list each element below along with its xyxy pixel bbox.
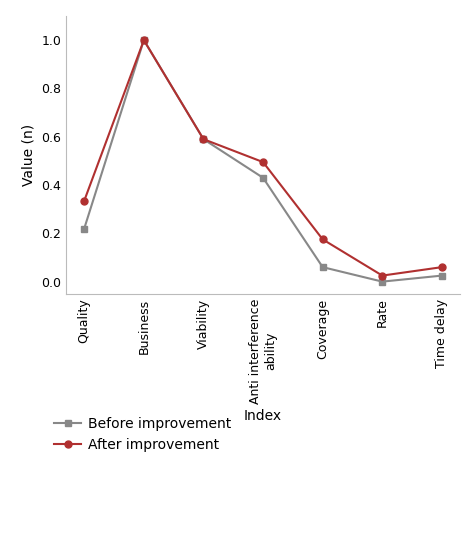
Before improvement bbox=[380, 278, 385, 285]
After improvement bbox=[320, 236, 326, 242]
Line: After improvement: After improvement bbox=[81, 37, 446, 279]
X-axis label: Index: Index bbox=[244, 410, 282, 423]
After improvement bbox=[380, 272, 385, 279]
Legend: Before improvement, After improvement: Before improvement, After improvement bbox=[54, 417, 232, 452]
Before improvement bbox=[141, 37, 146, 43]
Before improvement bbox=[439, 272, 445, 279]
Before improvement bbox=[82, 225, 87, 232]
Y-axis label: Value (n): Value (n) bbox=[22, 124, 36, 186]
Before improvement bbox=[201, 136, 206, 143]
After improvement bbox=[260, 159, 266, 166]
After improvement bbox=[201, 136, 206, 143]
Before improvement bbox=[260, 175, 266, 181]
After improvement bbox=[82, 198, 87, 204]
Line: Before improvement: Before improvement bbox=[81, 37, 446, 285]
After improvement bbox=[141, 37, 146, 43]
After improvement bbox=[439, 264, 445, 270]
Before improvement bbox=[320, 264, 326, 270]
